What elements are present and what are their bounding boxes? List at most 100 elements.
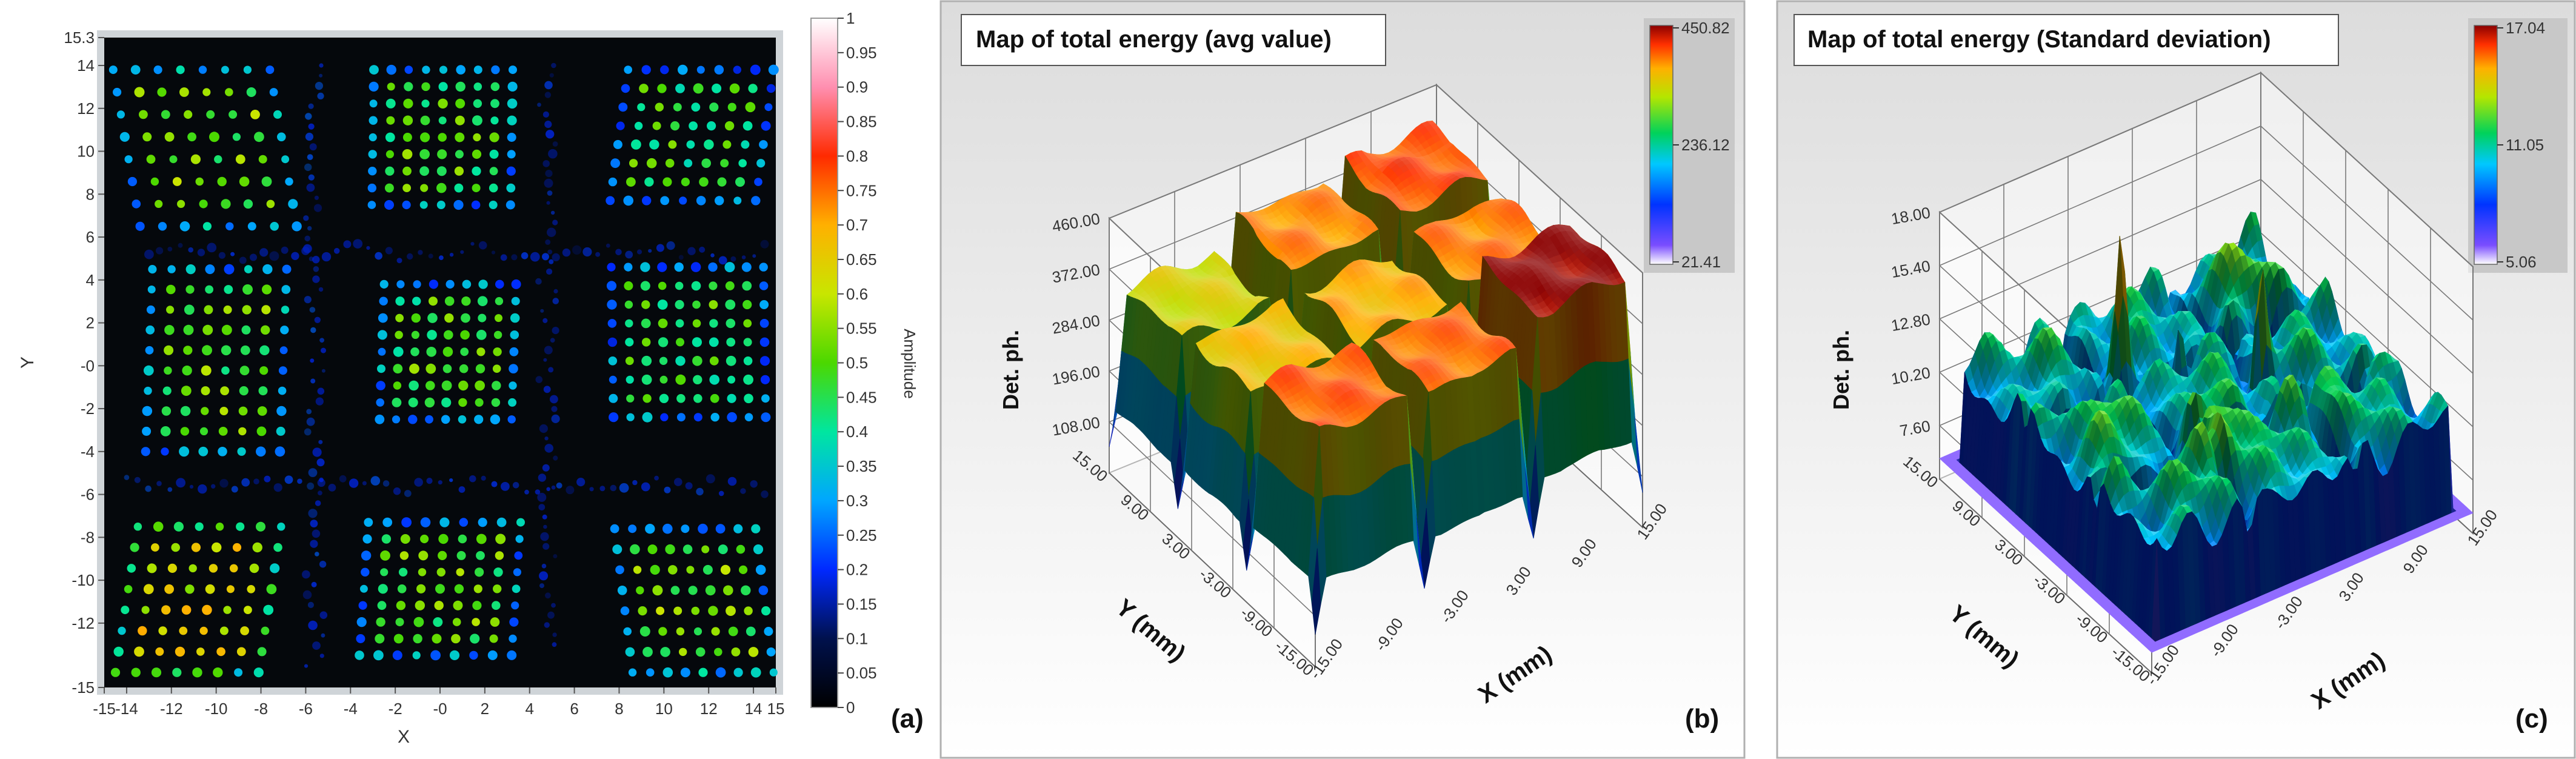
detector-spot — [733, 196, 742, 205]
detector-spot — [202, 324, 213, 335]
detector-spot — [215, 523, 224, 531]
gap-strip-spot — [156, 247, 164, 255]
detector-spot — [512, 584, 521, 593]
gap-strip-spot — [544, 178, 553, 188]
gap-strip-spot — [304, 296, 312, 304]
detector-spot — [198, 446, 209, 456]
gap-strip-spot — [178, 242, 183, 248]
detector-spot — [236, 647, 246, 657]
gap-strip-spot — [553, 554, 558, 558]
detector-spot — [462, 279, 472, 289]
detector-spot — [720, 159, 729, 168]
detector-spot — [221, 65, 229, 74]
detector-spot — [436, 567, 445, 577]
detector-spot — [673, 606, 682, 615]
detector-spot — [202, 345, 212, 356]
gap-strip-spot — [537, 102, 541, 107]
detector-spot — [279, 346, 288, 355]
gap-strip-spot — [449, 253, 454, 257]
detector-spot — [507, 115, 517, 125]
colorbar-tick-label: 0.45 — [846, 388, 877, 406]
gap-strip-spot — [239, 256, 247, 264]
detector-spot — [655, 102, 664, 112]
detector-spot — [253, 667, 264, 678]
detector-spot — [759, 356, 770, 366]
detector-spot — [638, 606, 647, 616]
gap-strip-spot — [551, 62, 556, 69]
detector-spot — [270, 222, 279, 231]
detector-spot — [624, 65, 632, 74]
detector-spot — [397, 584, 407, 593]
gap-strip-spot — [308, 620, 318, 630]
detector-spot — [691, 606, 700, 615]
detector-spot — [151, 543, 159, 552]
gap-strip-spot — [449, 478, 453, 483]
detector-spot — [408, 397, 418, 407]
detector-spot — [668, 140, 677, 149]
detector-spot — [132, 199, 141, 209]
detector-spot — [754, 178, 762, 186]
gap-strip-spot — [656, 244, 664, 252]
detector-spot — [437, 149, 447, 159]
gap-strip-spot — [241, 478, 250, 487]
detector-spot — [249, 563, 259, 573]
detector-spot — [621, 84, 630, 93]
gap-strip-spot — [312, 529, 321, 538]
detector-spot — [277, 132, 286, 142]
chart-title: Map of total energy (Standard deviation) — [1807, 26, 2271, 53]
detector-spot — [688, 586, 698, 595]
detector-spot — [254, 132, 264, 142]
gap-strip-spot — [315, 500, 321, 506]
detector-spot — [179, 446, 190, 457]
gap-strip-spot — [207, 242, 217, 253]
detector-spot — [146, 155, 156, 164]
detector-spot — [432, 634, 442, 644]
gap-strip-spot — [539, 424, 549, 433]
detector-spot — [229, 564, 238, 573]
detector-spot — [472, 601, 482, 610]
detector-spot — [169, 155, 178, 164]
stddev-surface-chart: Map of total energy (Standard deviation)… — [1776, 0, 2576, 759]
gap-strip-spot — [313, 204, 322, 212]
detector-spot — [401, 517, 412, 527]
detector-spot — [113, 87, 122, 97]
detector-spot — [726, 355, 736, 366]
detector-spot — [507, 81, 518, 92]
detector-spot — [692, 300, 701, 309]
detector-spot — [764, 103, 773, 112]
detector-spot — [509, 364, 518, 373]
detector-spot — [379, 279, 389, 289]
gap-strip-spot — [134, 476, 141, 483]
detector-spot — [444, 296, 455, 306]
detector-spot — [761, 121, 771, 131]
detector-spot — [733, 65, 742, 74]
detector-spot — [386, 116, 395, 125]
colorbar — [810, 18, 838, 708]
x-tick-label: -2 — [389, 700, 402, 718]
detector-spot — [240, 345, 250, 355]
detector-spot — [492, 364, 501, 373]
detector-spot — [209, 564, 218, 573]
detector-spot — [384, 183, 394, 193]
detector-spot — [355, 650, 364, 660]
gap-strip-spot — [562, 248, 571, 257]
detector-spot — [202, 222, 212, 231]
detector-spot — [453, 600, 463, 610]
detector-spot — [157, 87, 167, 97]
detector-spot — [438, 82, 448, 92]
gap-strip-spot — [198, 484, 207, 494]
detector-spot — [491, 65, 500, 75]
detector-spot — [676, 413, 686, 422]
detector-spot — [153, 521, 164, 532]
detector-spot — [642, 412, 653, 423]
detector-spot — [642, 647, 653, 657]
gap-strip-spot — [543, 524, 547, 529]
detector-spot — [190, 154, 201, 164]
detector-spot — [368, 150, 377, 159]
detector-spot — [217, 176, 227, 187]
detector-spot — [746, 626, 756, 637]
gap-strip-spot — [309, 143, 317, 151]
gap-strip-spot — [760, 239, 769, 249]
detector-spot — [280, 326, 289, 335]
